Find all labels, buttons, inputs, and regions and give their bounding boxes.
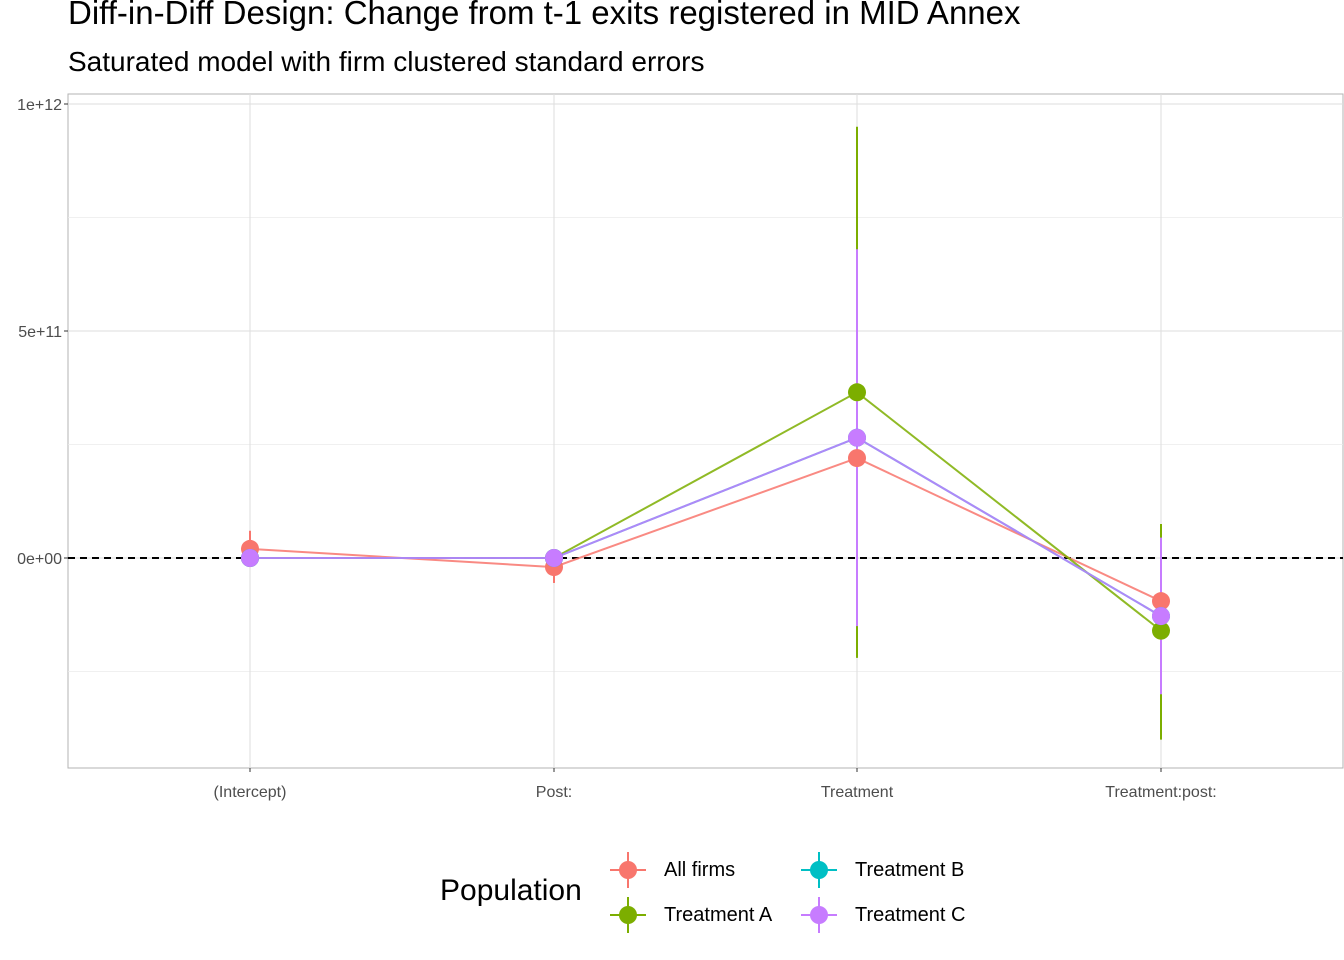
y-tick-label: 0e+00 bbox=[17, 551, 62, 568]
legend-label: Treatment B bbox=[855, 858, 965, 881]
legend-key bbox=[801, 852, 837, 888]
series-line bbox=[250, 436, 1162, 617]
data-point bbox=[545, 549, 563, 567]
legend-key-point bbox=[619, 906, 637, 924]
series-line bbox=[250, 436, 1162, 617]
x-tick-label: Treatment bbox=[821, 784, 894, 801]
legend-key bbox=[801, 897, 837, 933]
legend-item: All firms bbox=[608, 850, 735, 890]
legend-item: Treatment A bbox=[608, 895, 772, 935]
x-tick-label: Post: bbox=[536, 784, 572, 801]
legend-title: Population bbox=[440, 874, 582, 907]
legend-key-point bbox=[810, 906, 828, 924]
legend-key bbox=[610, 852, 646, 888]
chart-subtitle: Saturated model with firm clustered stan… bbox=[68, 46, 705, 77]
data-point bbox=[241, 549, 259, 567]
series-line bbox=[249, 457, 1162, 603]
x-tick-label: (Intercept) bbox=[214, 784, 287, 801]
data-point bbox=[848, 383, 866, 402]
data-point bbox=[1152, 621, 1170, 640]
legend-key-point bbox=[619, 861, 637, 879]
x-tick-label: Treatment:post: bbox=[1105, 784, 1216, 801]
data-point bbox=[848, 449, 866, 468]
legend-label: All firms bbox=[664, 858, 736, 881]
legend-key-point bbox=[810, 861, 828, 879]
y-tick-label: 5e+11 bbox=[18, 324, 62, 341]
legend-item: Treatment B bbox=[799, 850, 964, 890]
panel-border bbox=[67, 93, 1344, 769]
y-tick-label: 1e+12 bbox=[17, 97, 62, 114]
chart-title: Diff-in-Diff Design: Change from t-1 exi… bbox=[68, 0, 1021, 31]
legend-label: Treatment C bbox=[855, 903, 966, 926]
data-point bbox=[848, 428, 866, 447]
legend-item: Treatment C bbox=[799, 895, 965, 935]
data-point bbox=[1152, 592, 1170, 611]
data-point bbox=[1152, 607, 1170, 626]
series-line bbox=[250, 391, 1162, 632]
legend-key bbox=[610, 897, 646, 933]
legend-label: Treatment A bbox=[664, 903, 773, 926]
